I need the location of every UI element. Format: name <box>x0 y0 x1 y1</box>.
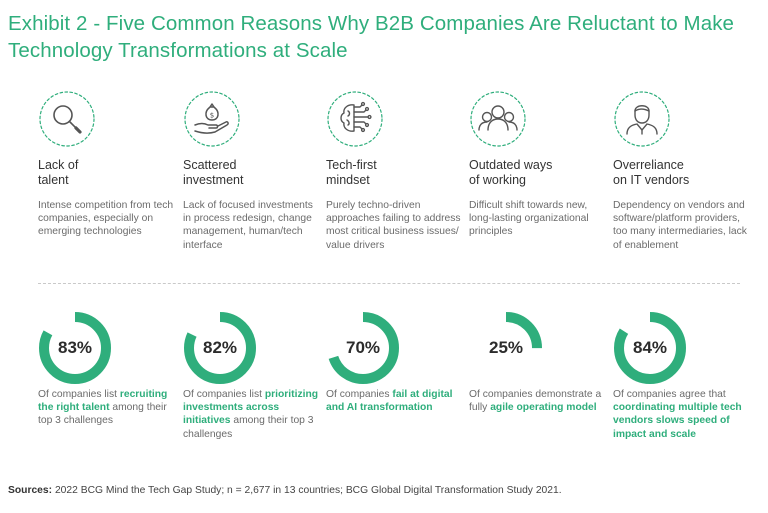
reason-description: Purely techno-driven approaches failing … <box>326 200 461 251</box>
brain-circuit-icon <box>326 90 384 148</box>
reason-description: Lack of focused investments in process r… <box>183 200 313 251</box>
stat-text-outdated-ways-of-working: Of companies demonstrate a fully agile o… <box>469 389 602 414</box>
percent-label: 82% <box>202 338 238 357</box>
reason-heading: Lack of talent <box>38 158 79 187</box>
percent-label: 25% <box>488 338 524 357</box>
percent-label: 83% <box>57 338 93 357</box>
donut-chart-lack-of-talent: 83% <box>38 311 112 385</box>
donut-arc <box>470 312 542 384</box>
stat-text-lack-of-talent: Of companies list recruiting the right t… <box>38 389 168 427</box>
hand-money-bag-icon: $ <box>183 90 241 148</box>
stat-text-tech-first-mindset: Of companies fail at digital and AI tran… <box>326 389 453 414</box>
stat-text-overreliance-on-it-vendors: Of companies agree that coordinating mul… <box>613 389 742 440</box>
reason-heading: Outdated ways of working <box>469 158 553 187</box>
reason-description: Difficult shift towards new, long-lastin… <box>469 200 589 238</box>
donut-arc <box>327 312 399 384</box>
donut-chart-tech-first-mindset: 70% <box>326 311 400 385</box>
donut-arc <box>184 312 256 384</box>
donut-chart-overreliance-on-it-vendors: 84% <box>613 311 687 385</box>
people-group-icon <box>469 90 527 148</box>
donut-arc <box>614 312 686 384</box>
donut-arc <box>39 312 111 384</box>
vendor-person-icon <box>613 90 671 148</box>
percent-label: 84% <box>632 338 668 357</box>
exhibit-title: Exhibit 2 - Five Common Reasons Why B2B … <box>8 12 735 62</box>
sources-note: Sources: 2022 BCG Mind the Tech Gap Stud… <box>8 485 562 496</box>
reason-heading: Overreliance on IT vendors <box>613 158 690 187</box>
stat-text-scattered-investment: Of companies list prioritizing investmen… <box>183 389 319 440</box>
reason-description: Intense competition from tech companies,… <box>38 200 174 238</box>
section-divider <box>38 283 740 284</box>
magnifying-glass-icon <box>38 90 96 148</box>
reason-description: Dependency on vendors and software/platf… <box>613 200 747 251</box>
donut-chart-scattered-investment: 82% <box>183 311 257 385</box>
donut-chart-outdated-ways-of-working: 25% <box>469 311 543 385</box>
percent-label: 70% <box>345 338 381 357</box>
svg-text:$: $ <box>210 112 214 120</box>
reason-heading: Scattered investment <box>183 158 244 187</box>
reason-heading: Tech-first mindset <box>326 158 377 187</box>
